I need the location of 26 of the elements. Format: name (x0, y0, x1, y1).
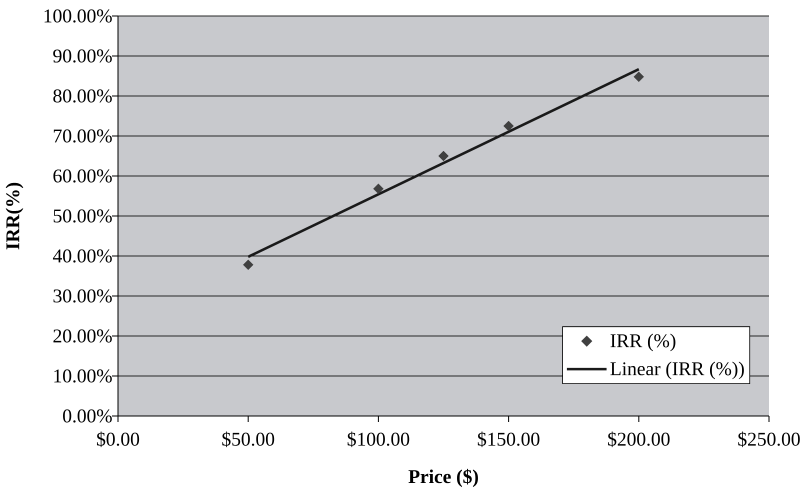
y-tick-label: 40.00% (52, 249, 112, 263)
point (243, 260, 254, 270)
x-tick-label: $50.00 (222, 432, 274, 448)
y-tick-label: 0.00% (63, 409, 112, 423)
x-axis-title: Price ($) (408, 468, 478, 488)
x-tick-label: $150.00 (478, 432, 540, 448)
y-tick-label: 30.00% (54, 289, 112, 303)
y-tick-label: 100.00% (44, 9, 112, 23)
legend-label: Linear (IRR (%)) (610, 362, 744, 380)
y-axis-title: IRR(%) (6, 182, 24, 250)
y-tick-label: 60.00% (53, 169, 112, 183)
y-tick-label: 80.00% (53, 89, 112, 103)
y-tick-label: 10.00% (54, 369, 112, 383)
legend-label: IRR (%) (610, 334, 676, 352)
y-tick-label: 50.00% (54, 209, 112, 223)
point (634, 72, 644, 82)
x-tick-label: $100.00 (348, 432, 410, 448)
y-tick-label: 90.00% (53, 49, 112, 63)
y-tick-label: 70.00% (54, 129, 112, 143)
x-tick-label: $0.00 (96, 432, 140, 448)
x-tick-label: $200.00 (608, 432, 670, 448)
y-tick-label: 20.00% (53, 329, 112, 343)
x-tick-label: $250.00 (738, 432, 800, 448)
point (503, 120, 514, 132)
point (373, 184, 384, 194)
point (438, 150, 449, 162)
